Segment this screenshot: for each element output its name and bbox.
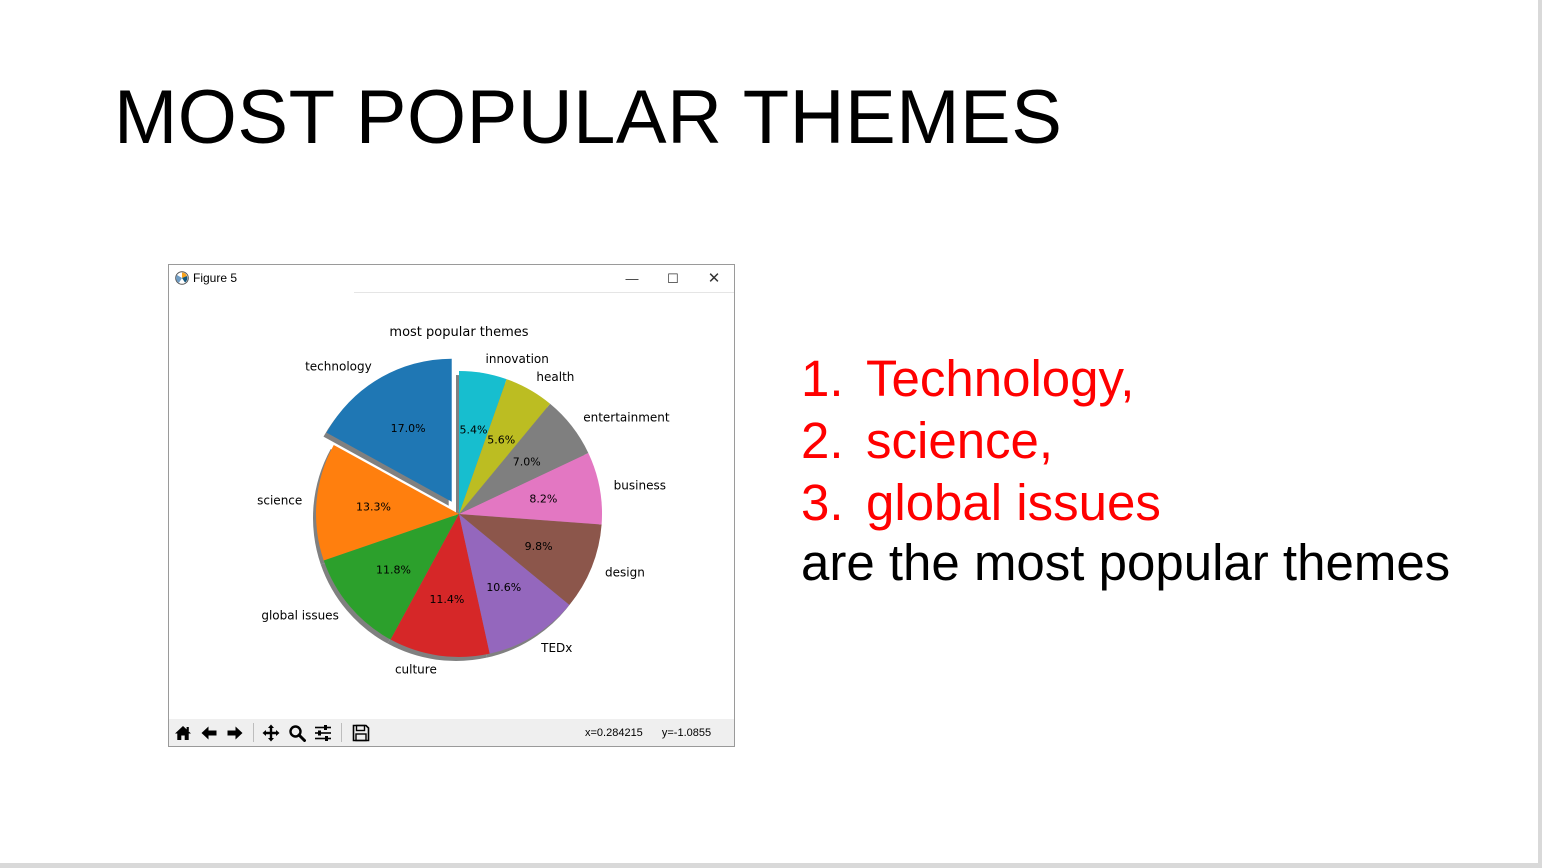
chart-title: most popular themes [389, 325, 528, 340]
pie-pct-label: 7.0% [513, 455, 541, 468]
pie-pct-label: 9.8% [525, 540, 553, 553]
pie-category-label: culture [395, 663, 437, 677]
pie-wedge-culture [390, 514, 490, 657]
pie-category-label: global issues [261, 609, 339, 623]
summary-item-number: 1. [801, 350, 844, 407]
pie-pct-label: 11.8% [376, 563, 411, 576]
close-button[interactable]: ✕ [707, 270, 721, 287]
pie-chart: most popular themes 17.0% technology 13.3%… [257, 325, 670, 677]
forward-button[interactable] [223, 721, 247, 743]
pie-pct-label: 5.6% [487, 433, 515, 446]
configure-subplots-button[interactable] [311, 721, 335, 743]
pie-wedge-health [459, 379, 551, 514]
pie-wedge-entertainment [459, 403, 589, 514]
coord-x: x=0.284215 [585, 727, 643, 739]
pan-icon [262, 724, 280, 742]
configure-subplots-icon [315, 725, 331, 741]
slide-title: MOST POPULAR THEMES [114, 75, 1063, 160]
pie-category-label: entertainment [583, 410, 670, 424]
titlebar-divider [354, 292, 734, 293]
summary-item-2: 2. science, [801, 410, 1450, 472]
pie-wedge-innovation [459, 371, 507, 514]
home-icon [175, 726, 191, 740]
pie-category-label: science [257, 493, 302, 507]
navigation-toolbar: x=0.284215 y=-1.0855 [169, 719, 734, 746]
zoom-icon [289, 725, 306, 742]
pie-wedge-technology [326, 358, 452, 502]
slide-edge [1538, 0, 1542, 868]
summary-item-text: science, [866, 412, 1054, 469]
pie-wedge-design [459, 514, 602, 605]
summary-item-number: 2. [801, 412, 844, 469]
summary-item-text: Technology, [866, 350, 1135, 407]
matplotlib-icon [175, 271, 189, 285]
zoom-button[interactable] [285, 721, 309, 743]
pie-pct-label: 11.4% [429, 593, 464, 606]
pie-pct-label: 17.0% [391, 422, 426, 435]
pie-wedge-business [459, 452, 602, 525]
pie-pct-label: 13.3% [356, 501, 391, 514]
toolbar-divider [253, 723, 254, 742]
pie-category-label: innovation [486, 352, 549, 366]
summary-item-text: global issues [866, 474, 1161, 531]
pie-wedge-global-issues [323, 514, 459, 640]
pie-category-label: design [605, 566, 645, 580]
slide-edge [0, 863, 1542, 868]
minimize-button[interactable]: — [625, 271, 639, 286]
pan-button[interactable] [259, 721, 283, 743]
figure-window: Figure 5 — ☐ ✕ most popular themes 17.0%… [168, 264, 735, 747]
home-button[interactable] [171, 721, 195, 743]
back-icon [201, 726, 217, 740]
pie-category-label: health [536, 370, 574, 384]
pie-category-label: TEDx [540, 641, 572, 655]
pie-pct-label: 10.6% [486, 581, 521, 594]
back-button[interactable] [197, 721, 221, 743]
toolbar-divider [341, 723, 342, 742]
save-icon [352, 724, 370, 742]
pie-wedge-science [316, 444, 459, 561]
maximize-button[interactable]: ☐ [667, 271, 679, 286]
figure-title: Figure 5 [193, 271, 238, 285]
coord-y: y=-1.0855 [661, 727, 712, 739]
summary-item-3: 3. global issues [801, 472, 1450, 534]
figure-titlebar[interactable]: Figure 5 — ☐ ✕ [169, 265, 734, 293]
summary-text: 1. Technology, 2. science, 3. global issues… [801, 348, 1450, 594]
pie-pct-label: 8.2% [529, 492, 557, 505]
pie-category-label: business [614, 478, 666, 492]
pie-category-label: technology [305, 359, 372, 373]
pie-wedge-tedx [459, 514, 570, 654]
forward-icon [227, 726, 243, 740]
summary-conclusion: are the most popular themes [801, 534, 1451, 591]
pie-pct-label: 5.4% [459, 423, 487, 436]
save-button[interactable] [349, 721, 373, 743]
summary-item-number: 3. [801, 474, 844, 531]
summary-item-1: 1. Technology, [801, 348, 1450, 410]
cursor-coordinates: x=0.284215 y=-1.0855 [585, 727, 727, 739]
